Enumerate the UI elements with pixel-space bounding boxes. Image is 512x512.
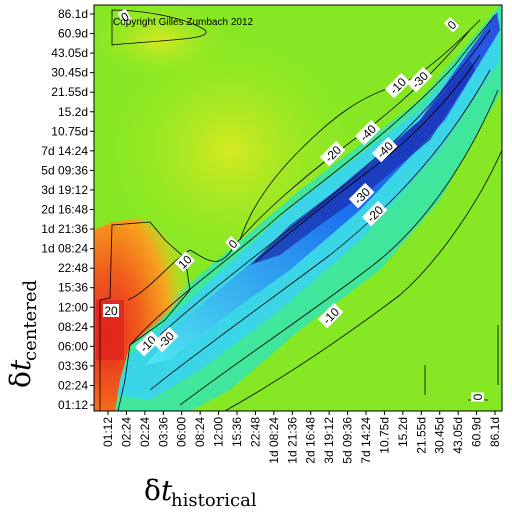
y-tick-label: 02:24 [58, 378, 88, 392]
y-tick-label: 08:24 [58, 320, 88, 334]
contour-label: 0 [471, 392, 485, 402]
y-tick-label: 10.75d [51, 124, 88, 138]
y-tick-label: 7d 14:24 [41, 144, 88, 158]
y-tick-label: 1d 08:24 [41, 242, 88, 256]
contour-label-background [443, 16, 460, 33]
contour-line [129, 14, 496, 346]
y-axis-title-symbol: δ [4, 371, 37, 388]
y-tick-label: 03:36 [58, 359, 88, 373]
x-tick-label: 06:00 [175, 417, 189, 447]
y-tick-label: 60.9d [58, 27, 88, 41]
y-tick-label: 2d 16:48 [41, 203, 88, 217]
heatmap-yellow-region [94, 5, 230, 80]
contour-line [179, 89, 499, 406]
y-tick-label: 3d 19:12 [41, 183, 88, 197]
contour-label-background [384, 72, 411, 99]
x-tick-label: 2d 16:48 [304, 417, 318, 464]
y-tick-label: 01:12 [58, 398, 88, 412]
contour-line [254, 54, 481, 263]
x-tick-label: 01:12 [101, 417, 115, 447]
contour-label-background [348, 182, 375, 209]
x-tick-label: 02:24 [138, 417, 152, 447]
x-tick-label: 60.9d [470, 417, 484, 447]
y-axis: 01:12 02:24 03:36 06:00 08:24 12:00 15:36 22:48… [41, 7, 94, 412]
contour-line [239, 19, 481, 241]
x-axis-title-symbol: δ [144, 474, 161, 507]
contour-label-background [174, 251, 195, 272]
x-tick-label: 21.55d [414, 417, 428, 454]
x-tick-label: 02:24 [119, 417, 133, 447]
x-tick-label: 08:24 [193, 417, 207, 447]
contour-line [224, 149, 502, 411]
y-axis-title: δ t centered [4, 280, 41, 388]
plot-frame [93, 4, 503, 412]
contour-label-background [354, 119, 381, 146]
y-tick-label: 30.45d [51, 66, 88, 80]
contour-line [159, 29, 491, 336]
y-tick-label: 22:48 [58, 261, 88, 275]
y-tick-label: 1d 21:36 [41, 222, 88, 236]
x-tick-label: 10.75d [377, 417, 391, 454]
contour-line [111, 9, 207, 46]
x-tick-label: 43.05d [451, 417, 465, 454]
contour-label-background [134, 330, 161, 357]
x-axis-title-subscript: historical [171, 490, 257, 511]
contour-line [149, 69, 491, 391]
y-tick-label: 12:00 [58, 300, 88, 314]
x-tick-label: 12:00 [212, 417, 226, 447]
x-axis: 01:12 02:24 02:24 03:36 06:00 08:24 12:00 15:36… [101, 411, 502, 464]
heatmap-dark-blue-core [250, 60, 475, 265]
x-tick-label: 86.1d [488, 417, 502, 447]
y-tick-label: 06:00 [58, 339, 88, 353]
y-axis-title-variable: t [4, 359, 37, 371]
contour-label-background [471, 392, 484, 402]
contour-label-background [319, 140, 346, 167]
y-tick-label: 15:36 [58, 281, 88, 295]
contour-label: 20 [103, 304, 119, 318]
heatmap-blue-band [145, 12, 500, 365]
x-tick-label: 1d 21:36 [285, 417, 299, 464]
x-tick-label: 1d 08:24 [267, 417, 281, 464]
y-tick-label: 15.2d [58, 105, 88, 119]
x-tick-label: 15:36 [230, 417, 244, 447]
x-tick-label: 5d 09:36 [341, 417, 355, 464]
copyright-text: Copyright Gilles Zumbach 2012 [113, 17, 254, 28]
y-axis-title-subscript: centered [20, 280, 41, 361]
x-tick-label: 3d 19:12 [322, 417, 336, 464]
contour-lines [99, 9, 502, 411]
x-axis-title-variable: t [161, 474, 173, 507]
heatmap-red-region [94, 218, 190, 411]
contour-label-background [361, 200, 388, 227]
contour-label-background [317, 302, 344, 329]
y-tick-label: 43.05d [51, 46, 88, 60]
x-axis-title: δ t historical [144, 474, 257, 511]
x-tick-label: 22:48 [248, 417, 262, 447]
x-tick-label: 03:36 [156, 417, 170, 447]
contour-label-text: 0 [471, 393, 485, 400]
contour-line [99, 221, 191, 411]
contour-label-background [103, 304, 119, 317]
y-tick-label: 21.55d [51, 85, 88, 99]
contour-line [127, 29, 471, 301]
contour-label-background [152, 326, 179, 353]
x-tick-label: 7d 14:24 [359, 417, 373, 464]
contour-label-text: 20 [104, 304, 118, 318]
contour-label-background [406, 66, 433, 93]
contour-label: 10 [174, 251, 195, 272]
y-tick-label: 5d 09:36 [41, 163, 88, 177]
contour-label-background [224, 235, 241, 252]
contour-label-background [371, 136, 398, 163]
x-tick-label: 30.45d [433, 417, 447, 454]
y-tick-label: 86.1d [58, 7, 88, 21]
x-tick-label: 15.2d [396, 417, 410, 447]
contour-label-background [117, 8, 132, 25]
